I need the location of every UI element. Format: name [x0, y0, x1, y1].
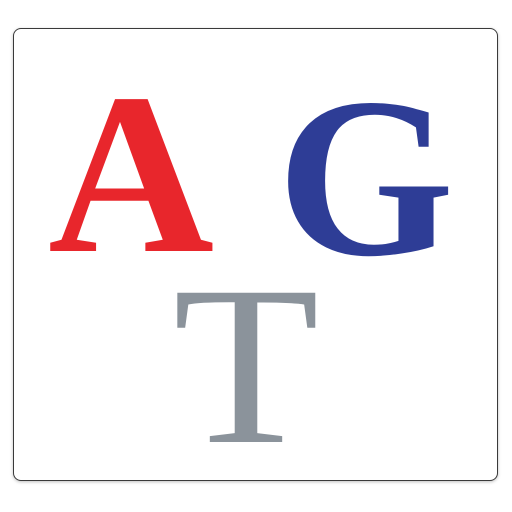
logo-letter-g: G — [277, 52, 455, 304]
logo-letter-t: T — [173, 240, 320, 492]
logo-frame: A G T — [13, 28, 498, 481]
logo-letter-a: A — [48, 46, 215, 301]
